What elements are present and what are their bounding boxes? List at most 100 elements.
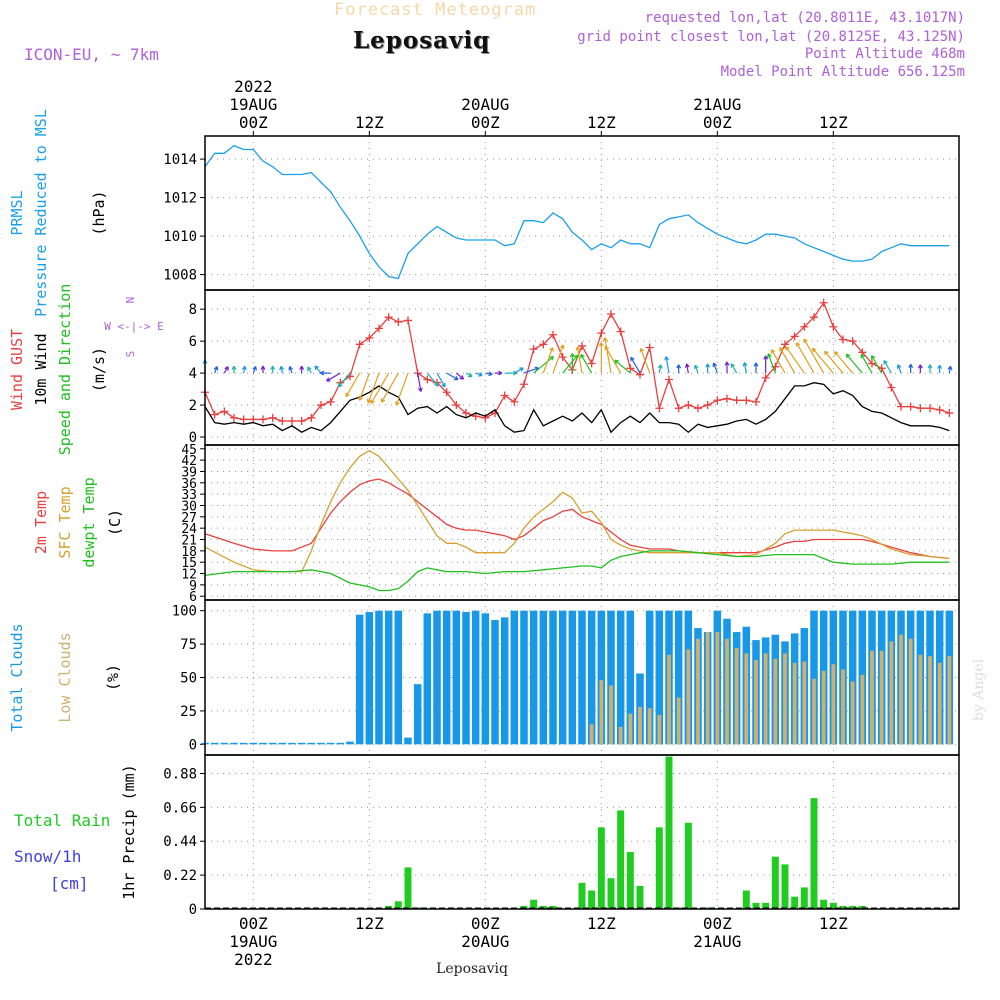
gust-marker (887, 383, 896, 392)
low-cloud-bar (918, 654, 923, 745)
gust-marker (259, 415, 267, 424)
gust-marker (703, 401, 712, 410)
panel-precip: 0 0.22 0.44 0.66 0.88 1hr Precip (mm) Total Ra… (14, 754, 960, 918)
wind-arrow (241, 365, 247, 374)
rain-bar (588, 890, 596, 909)
wind-arrow (824, 350, 844, 374)
total-cloud-bar (355, 614, 364, 745)
rain-bar (781, 864, 789, 909)
total-cloud-bar (848, 610, 857, 745)
total-cloud-bar (249, 742, 258, 745)
y-axis-label: Wind GUST (8, 329, 26, 410)
gust-marker (239, 415, 248, 424)
wind-arrow (326, 372, 341, 382)
wind-arrow (604, 345, 622, 374)
y-axis-label: (m/s) (90, 347, 108, 392)
wind-arrow (395, 372, 409, 406)
y-axis-label: (hPa) (90, 190, 108, 235)
low-cloud-bar (879, 650, 884, 745)
top-time-label: 19AUG (229, 95, 277, 114)
wind-arrow (337, 372, 351, 388)
gust-marker (326, 397, 335, 406)
y-axis-label: Low Clouds (56, 632, 74, 722)
rain-bar (829, 902, 837, 909)
wind-arrow (307, 366, 312, 374)
total-cloud-bar (539, 610, 548, 745)
wind-arrow (370, 372, 390, 405)
total-cloud-bar (307, 742, 316, 745)
low-cloud-bar (676, 697, 681, 745)
wind-arrow (446, 372, 459, 381)
low-cloud-bar (754, 660, 758, 745)
top-time-label: 12Z (587, 113, 616, 132)
total-cloud-bar (462, 612, 470, 745)
gust-marker (404, 316, 412, 325)
rain-bar (684, 822, 692, 909)
gust-marker (394, 317, 403, 326)
rain-bar (597, 827, 605, 909)
total-cloud-bar (442, 610, 451, 745)
gust-marker (897, 402, 905, 411)
gust-marker (752, 397, 760, 406)
rain-bar (849, 905, 857, 909)
total-cloud-bar (520, 610, 528, 745)
low-cloud-bar (821, 670, 826, 745)
bottom-time-label: 00Z (239, 914, 268, 933)
gust-marker (694, 404, 702, 413)
gust-marker (578, 341, 586, 350)
top-time-label: 12Z (819, 113, 848, 132)
total-cloud-bar (259, 742, 267, 745)
low-cloud-bar (850, 681, 855, 745)
wind-arrow (533, 355, 554, 374)
gust-marker (829, 322, 838, 331)
gust-marker (926, 404, 934, 413)
y-tick-label: 33 (181, 488, 197, 503)
gust-marker (462, 409, 470, 418)
y-tick-label: 45 (181, 443, 197, 458)
panel-frame (204, 754, 960, 910)
wind-arrow (730, 363, 738, 374)
wind-arrow (465, 372, 473, 378)
panel-frame (204, 444, 960, 601)
y-axis-label: (C) (106, 509, 124, 536)
wind-arrow (485, 371, 493, 377)
y-tick-label: 0 (189, 430, 197, 446)
bottom-time-label: 12Z (355, 914, 384, 933)
series-line (204, 382, 950, 434)
low-cloud-bar (831, 664, 836, 745)
wind-arrow (314, 365, 322, 374)
bottom-time-label: 21AUG (693, 932, 741, 951)
top-time-label: 00Z (239, 113, 268, 132)
gust-marker (500, 391, 509, 400)
wind-arrow (803, 338, 825, 374)
wind-arrow (380, 372, 399, 403)
gust-marker (365, 333, 374, 342)
wind-arrow (542, 347, 554, 374)
wind-arrow (779, 347, 796, 374)
low-cloud-bar (899, 634, 903, 745)
low-cloud-bar (783, 653, 787, 745)
gust-marker (810, 313, 818, 322)
top-time-label: 12Z (355, 113, 384, 132)
y-tick-label: 100 (172, 604, 197, 620)
wind-arrow (260, 365, 266, 374)
gust-marker (558, 353, 567, 362)
y-tick-label: 42 (181, 454, 197, 469)
y-axis-label: SFC Temp (56, 486, 74, 558)
rain-bar (607, 878, 615, 909)
wind-arrow (426, 372, 439, 387)
total-cloud-bar (655, 610, 664, 745)
total-cloud-bar (220, 742, 229, 745)
gust-marker (665, 375, 673, 384)
y-tick-label: 4 (189, 366, 197, 382)
wind-arrow (580, 353, 593, 374)
total-cloud-bar (558, 610, 567, 745)
low-cloud-bar (812, 678, 816, 745)
wind-arrow (455, 372, 465, 380)
low-cloud-bar (792, 662, 797, 745)
wind-arrow (569, 353, 575, 374)
total-cloud-bar (278, 742, 287, 745)
y-tick-label: 21 (181, 534, 197, 549)
gust-marker (761, 373, 770, 382)
wind-arrow (320, 370, 331, 376)
